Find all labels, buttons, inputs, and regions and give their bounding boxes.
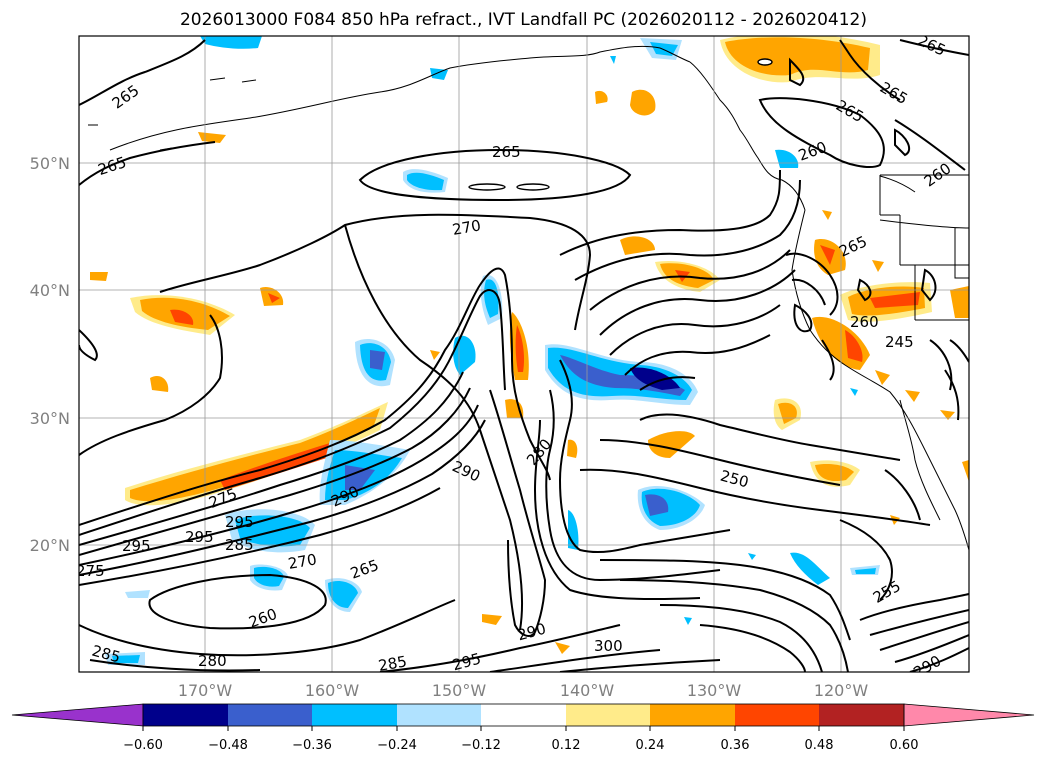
contour-label: 270 [451, 216, 482, 239]
colorbar-max-extension [903, 703, 1035, 727]
colorbar-tick-label: 0.48 [805, 738, 834, 753]
colorbar-min-extension [11, 703, 144, 727]
contour-label: 275 [76, 562, 105, 580]
colorbar-segment [650, 704, 735, 726]
colorbar-segment [566, 704, 650, 726]
colorbar-tick-label: −0.12 [461, 738, 501, 753]
contour-label: 265 [492, 143, 521, 161]
colorbar-tick-label: −0.24 [377, 738, 417, 753]
lat-label: 40°N [30, 281, 70, 300]
longitude-axis: 170°W 160°W 150°W 140°W 130°W 120°W [178, 681, 869, 700]
contour-label: 285 [225, 536, 254, 554]
lon-label: 140°W [560, 681, 615, 700]
coastlines [88, 45, 969, 551]
contour-lines [79, 39, 969, 672]
colorbar-tick-label: −0.36 [292, 738, 332, 753]
colorbar-tick-label: 0.60 [890, 738, 919, 753]
contour-label: 295 [185, 528, 214, 546]
colorbar: −0.60 −0.48 −0.36 −0.24 −0.12 0.12 0.24 … [11, 703, 1035, 753]
lon-label: 130°W [687, 681, 742, 700]
contour-inner-blobs [468, 58, 773, 191]
lon-label: 160°W [305, 681, 360, 700]
colorbar-tick-label: 0.12 [552, 738, 581, 753]
lat-label: 30°N [30, 409, 70, 428]
contour-label: 295 [225, 513, 254, 531]
colorbar-segment [143, 704, 228, 726]
colorbar-tick-label: −0.60 [123, 738, 163, 753]
colorbar-segment [735, 704, 819, 726]
latitude-axis: 50°N 40°N 30°N 20°N [30, 154, 70, 555]
lat-label: 20°N [30, 536, 70, 555]
lon-label: 150°W [432, 681, 487, 700]
lon-label: 170°W [178, 681, 233, 700]
lat-label: 50°N [30, 154, 70, 173]
contour-label: 260 [850, 313, 879, 331]
contour-label: 295 [451, 650, 483, 675]
plot-frame [78, 35, 970, 673]
contour-label: 270 [287, 550, 318, 573]
lon-label: 120°W [814, 681, 869, 700]
colorbar-segment [397, 704, 481, 726]
contour-label: 285 [377, 652, 408, 675]
colorbar-segment [228, 704, 312, 726]
map-plot-area: 265 265 265 270 265 265 265 260 265 260 … [76, 36, 969, 675]
colorbar-tick-label: −0.48 [208, 738, 248, 753]
colorbar-tick-label: 0.24 [636, 738, 665, 753]
shading-layer [90, 36, 969, 665]
colorbar-segment [312, 704, 397, 726]
contour-label: 245 [885, 333, 914, 351]
contour-label: 280 [198, 652, 227, 670]
map-title: 2026013000 F084 850 hPa refract., IVT La… [179, 10, 867, 30]
contour-label: 300 [594, 637, 623, 655]
graticule [79, 36, 969, 672]
contour-label: 295 [122, 537, 151, 555]
colorbar-tick-label: 0.36 [721, 738, 750, 753]
colorbar-segment [819, 704, 904, 726]
colorbar-segment [481, 704, 566, 726]
